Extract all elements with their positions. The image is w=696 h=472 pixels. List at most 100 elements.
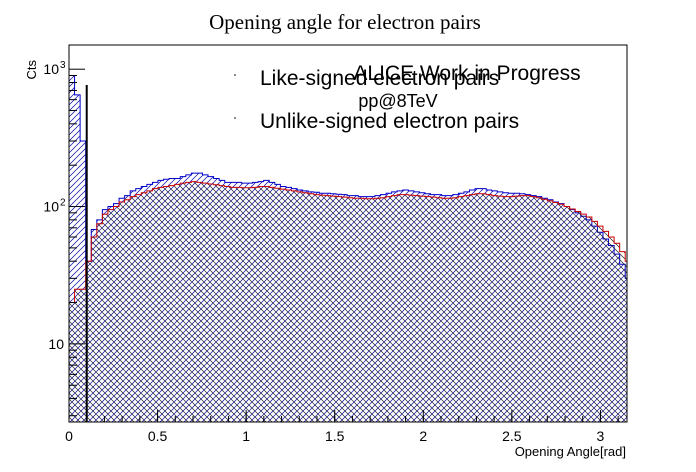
histogram-bin xyxy=(580,214,587,422)
x-axis-ticks: 0 0.5 1 1.5 2 2.5 3 xyxy=(65,410,619,444)
histogram-bin xyxy=(107,209,114,422)
histogram-bin xyxy=(196,182,203,422)
y-tick-label: 10 xyxy=(43,199,59,215)
histogram-bin xyxy=(631,297,637,422)
histogram-bin xyxy=(69,75,75,422)
histogram-bin xyxy=(597,226,603,422)
histogram-bin xyxy=(208,183,214,422)
histogram-bin xyxy=(569,208,576,422)
histogram-bin xyxy=(152,188,158,422)
histogram-bin xyxy=(285,189,292,422)
x-axis-label: Opening Angle[rad] xyxy=(515,444,626,459)
histogram-bin xyxy=(430,197,437,422)
histogram-bin xyxy=(502,196,509,422)
histogram-bin xyxy=(119,201,125,422)
histogram-bin xyxy=(80,141,86,422)
y-axis-label: Cts xyxy=(24,60,39,80)
plot-frame xyxy=(68,44,628,423)
histogram-bin xyxy=(631,278,637,422)
histogram-bin xyxy=(252,187,259,422)
histogram-bin xyxy=(519,195,526,422)
x-tick-label: 2 xyxy=(419,428,427,444)
histogram-bin xyxy=(80,289,86,422)
histogram-bin xyxy=(74,289,81,422)
histogram-bin xyxy=(124,199,131,422)
x-tick-label: 1 xyxy=(242,428,250,444)
histogram-bin xyxy=(191,181,197,422)
histogram-bin xyxy=(547,200,553,422)
histogram-bin xyxy=(297,191,303,422)
histogram-bin xyxy=(235,187,242,422)
histogram-bin xyxy=(541,199,548,422)
histogram-bin xyxy=(402,194,409,422)
histogram-bin xyxy=(213,184,220,422)
histogram-bin xyxy=(619,251,626,422)
histogram-bin xyxy=(241,187,247,422)
histogram-bin xyxy=(363,198,370,422)
histogram-bin xyxy=(380,197,387,422)
histogram-bin xyxy=(369,198,375,422)
histogram-bin xyxy=(280,189,286,422)
histogram-bin xyxy=(475,193,481,422)
legend: Like-signed electron pairs Unlike-signed… xyxy=(234,67,519,133)
histogram-bin xyxy=(130,196,136,422)
histogram-bin xyxy=(491,195,498,422)
histogram-bin xyxy=(230,187,236,422)
histogram-bin xyxy=(291,190,298,422)
histogram-bin xyxy=(591,221,598,422)
histogram-bin xyxy=(91,237,97,422)
histogram-bin xyxy=(146,190,153,422)
histogram-bin xyxy=(219,185,225,422)
series-outline xyxy=(69,181,627,422)
histogram-bin xyxy=(391,195,398,422)
histogram-bin xyxy=(246,187,253,422)
x-tick-label: 1.5 xyxy=(325,428,345,444)
x-tick-label: 0 xyxy=(65,428,73,444)
histogram-bin xyxy=(174,184,181,422)
histogram-bin xyxy=(436,197,442,422)
histogram-bin xyxy=(463,195,470,422)
histogram-bin xyxy=(347,197,353,422)
histogram-bin xyxy=(319,195,325,422)
histogram-bin xyxy=(330,196,336,422)
histogram-bin xyxy=(185,182,192,422)
y-tick-label: 10 xyxy=(48,336,64,352)
histogram-bin xyxy=(358,198,364,422)
y-tick-exponent: 3 xyxy=(60,60,66,71)
histogram-bin xyxy=(74,94,81,422)
histogram-bin xyxy=(424,196,431,422)
histogram-bin xyxy=(263,186,270,422)
legend-marker-unlike xyxy=(234,117,236,119)
histogram-bin xyxy=(302,192,309,422)
histogram-bin xyxy=(564,206,570,422)
histogram-bin xyxy=(497,196,503,422)
histogram-bin xyxy=(419,196,425,422)
histogram-bin xyxy=(642,385,648,422)
histogram-bin xyxy=(586,216,592,422)
histogram-bin xyxy=(352,198,359,422)
histogram-bin xyxy=(135,194,142,422)
histogram-bin xyxy=(469,194,476,422)
legend-entry-like: Like-signed electron pairs xyxy=(260,67,499,90)
histogram-bin xyxy=(335,196,342,422)
histogram-bin xyxy=(102,214,108,422)
histogram-bin xyxy=(602,231,609,422)
series-layer xyxy=(69,74,648,422)
histogram-bin xyxy=(413,195,420,422)
histogram-bin xyxy=(85,261,92,422)
legend-entry-unlike: Unlike-signed electron pairs xyxy=(260,110,519,133)
histogram-bin xyxy=(274,188,281,422)
histogram-bin xyxy=(486,194,492,422)
histogram-bin xyxy=(224,186,231,422)
chart-title: Opening angle for electron pairs xyxy=(209,10,481,34)
histogram-bin xyxy=(163,186,170,422)
histogram-bin xyxy=(525,195,531,422)
histogram-bin xyxy=(386,196,392,422)
series-like xyxy=(69,181,637,422)
histogram-bin xyxy=(530,196,537,422)
y-tick-exponent: 2 xyxy=(60,198,66,209)
x-tick-label: 2.5 xyxy=(502,428,522,444)
histogram-bin xyxy=(157,187,164,422)
